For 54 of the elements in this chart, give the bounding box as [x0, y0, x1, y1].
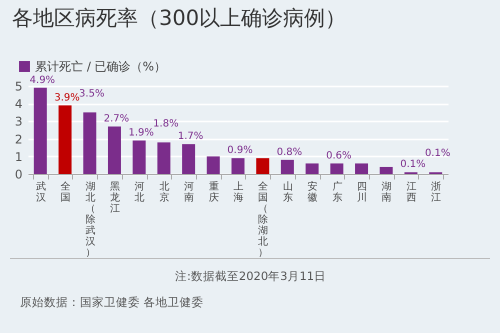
- x-tick-label: 浙江: [431, 180, 442, 204]
- x-tick-label: 江西: [406, 180, 416, 204]
- data-label: 0.8%: [276, 146, 302, 158]
- data-label: 1.7%: [178, 131, 204, 142]
- y-tick-label: 5: [14, 80, 22, 94]
- bar: [206, 156, 220, 174]
- bar: [280, 160, 294, 174]
- x-tick-label: 黑龙江: [110, 182, 120, 214]
- chart-title: 各地区病死率（300以上确诊病例）: [11, 5, 348, 30]
- x-tick-label: 河北: [134, 180, 145, 204]
- bar: [34, 88, 47, 174]
- bar: [157, 142, 170, 174]
- x-tick-label: 湖南: [382, 180, 392, 204]
- y-tick-label: 4: [14, 97, 22, 112]
- bar: [182, 144, 196, 174]
- x-tick-label: 湖北（除武汉）: [85, 180, 96, 258]
- x-tick-label: 山东: [282, 180, 293, 204]
- x-tick-label: 北京: [159, 180, 170, 204]
- bar: [306, 163, 319, 174]
- data-label: 0.1%: [424, 148, 450, 160]
- x-tick-label: 上海: [234, 180, 244, 204]
- x-tick-label: 安徽: [308, 180, 318, 204]
- legend-label: 累计死亡 / 已确诊（%）: [35, 60, 166, 74]
- x-tick-label: 广东: [332, 180, 342, 204]
- data-label: 0.6%: [326, 150, 352, 162]
- y-tick-label: 3: [14, 114, 22, 129]
- text: 原始数据：国家卫健委 各地卫健委: [20, 295, 204, 310]
- x-tick-label: 四川: [357, 182, 368, 204]
- bar: [330, 163, 344, 174]
- bar: [256, 158, 270, 174]
- x-tick-label: 河南: [184, 180, 194, 204]
- bar: [132, 140, 146, 174]
- data-label: 4.9%: [30, 74, 56, 86]
- bar: [232, 158, 244, 174]
- x-tick-label: 重庆: [208, 180, 219, 204]
- data-label: 2.7%: [104, 113, 130, 124]
- data-label: 1.8%: [153, 118, 179, 130]
- text: 注:数据截至2020年3月11日: [175, 269, 326, 284]
- y-tick-label: 0: [14, 168, 22, 182]
- x-tick-label: 全国: [60, 180, 71, 204]
- bar: [380, 166, 393, 174]
- y-tick-label: 2: [14, 132, 22, 146]
- x-tick-label: 武汉: [36, 180, 46, 204]
- bar: [58, 105, 72, 174]
- data-label: 3.9%: [54, 92, 80, 104]
- data-label: 3.5%: [79, 88, 104, 100]
- data-label: 0.1%: [400, 159, 426, 170]
- bar: [355, 163, 368, 174]
- data-label: 0.9%: [227, 145, 253, 156]
- bar: [83, 112, 96, 174]
- y-tick-label: 1: [14, 150, 22, 164]
- bar: [108, 126, 121, 174]
- x-tick-label: 全国（除湖北）: [258, 180, 268, 258]
- data-label: 1.9%: [128, 128, 154, 139]
